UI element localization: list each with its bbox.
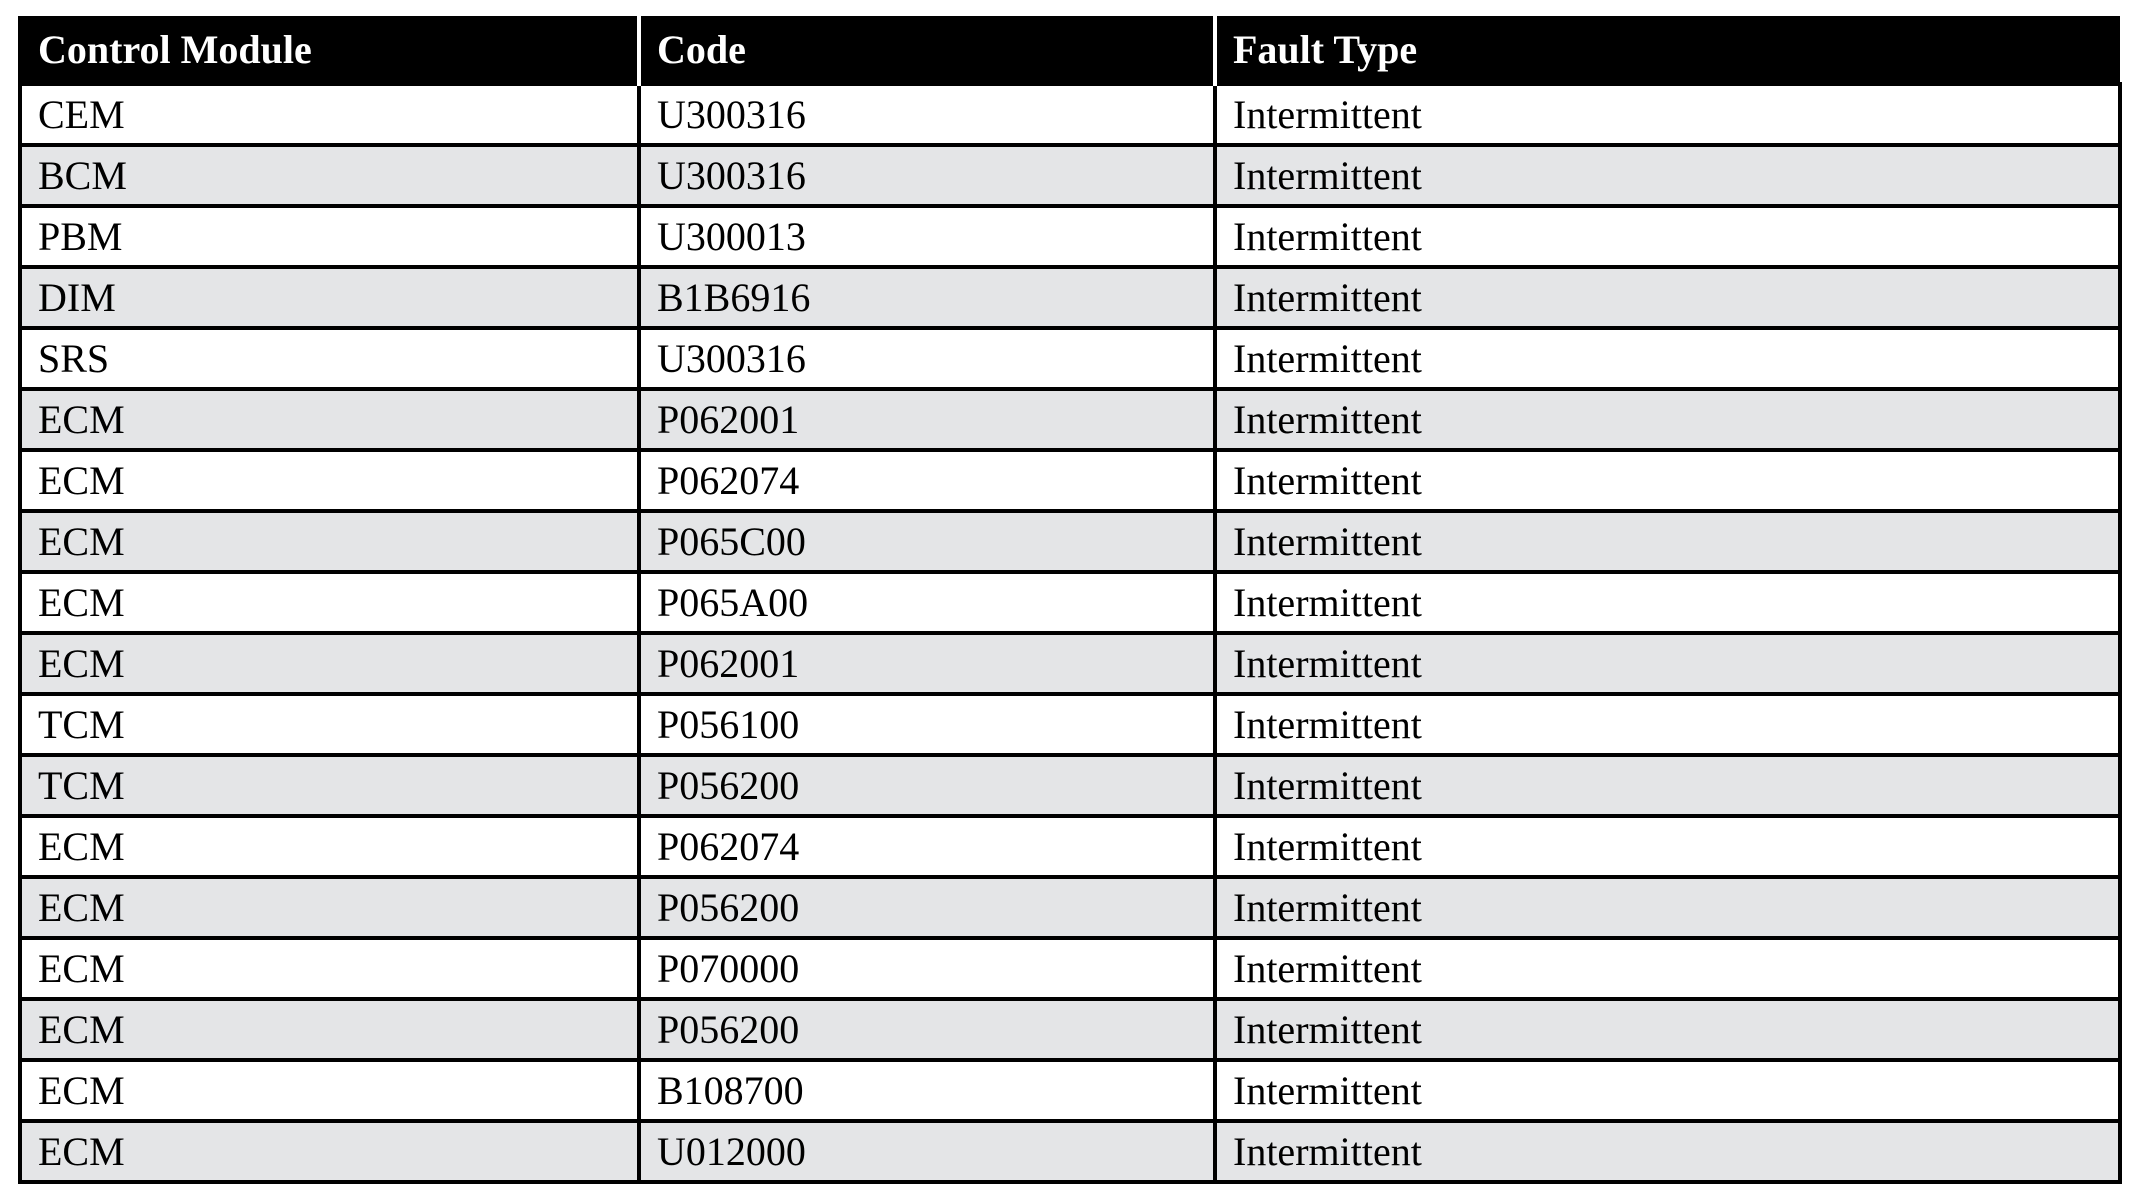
table-row: TCM P056200 Intermittent [18, 753, 2122, 818]
table-row: ECM P062074 Intermittent [18, 814, 2122, 879]
header-fault-type: Fault Type [1213, 16, 2120, 84]
cell-fault-type: Intermittent [1213, 1119, 2122, 1184]
cell-code: U300316 [637, 326, 1217, 391]
cell-code: P062074 [637, 448, 1217, 513]
cell-fault-type: Intermittent [1213, 326, 2122, 391]
cell-control-module: PBM [18, 204, 641, 269]
cell-fault-type: Intermittent [1213, 143, 2122, 208]
cell-fault-type: Intermittent [1213, 265, 2122, 330]
table-row: DIM B1B6916 Intermittent [18, 265, 2122, 330]
cell-fault-type: Intermittent [1213, 814, 2122, 879]
cell-code: P065A00 [637, 570, 1217, 635]
cell-control-module: SRS [18, 326, 641, 391]
cell-control-module: ECM [18, 448, 641, 513]
cell-fault-type: Intermittent [1213, 387, 2122, 452]
cell-fault-type: Intermittent [1213, 1058, 2122, 1123]
cell-code: B108700 [637, 1058, 1217, 1123]
cell-code: P056200 [637, 875, 1217, 940]
table-row: ECM P062074 Intermittent [18, 448, 2122, 513]
cell-code: P056100 [637, 692, 1217, 757]
cell-code: U012000 [637, 1119, 1217, 1184]
cell-code: U300316 [637, 82, 1217, 147]
cell-code: U300013 [637, 204, 1217, 269]
cell-control-module: ECM [18, 814, 641, 879]
cell-fault-type: Intermittent [1213, 448, 2122, 513]
cell-code: P056200 [637, 753, 1217, 818]
table-row: ECM U012000 Intermittent [18, 1119, 2122, 1184]
table-row: ECM P062001 Intermittent [18, 631, 2122, 696]
table-row: TCM P056100 Intermittent [18, 692, 2122, 757]
table-row: CEM U300316 Intermittent [18, 82, 2122, 147]
cell-code: B1B6916 [637, 265, 1217, 330]
table-row: ECM P065A00 Intermittent [18, 570, 2122, 635]
cell-fault-type: Intermittent [1213, 875, 2122, 940]
table-row: PBM U300013 Intermittent [18, 204, 2122, 269]
table-row: ECM B108700 Intermittent [18, 1058, 2122, 1123]
cell-control-module: CEM [18, 82, 641, 147]
cell-control-module: ECM [18, 1119, 641, 1184]
cell-code: P062074 [637, 814, 1217, 879]
cell-fault-type: Intermittent [1213, 753, 2122, 818]
table-row: ECM P065C00 Intermittent [18, 509, 2122, 574]
cell-code: P062001 [637, 631, 1217, 696]
cell-fault-type: Intermittent [1213, 570, 2122, 635]
cell-code: P062001 [637, 387, 1217, 452]
cell-control-module: ECM [18, 936, 641, 1001]
cell-code: P056200 [637, 997, 1217, 1062]
cell-control-module: TCM [18, 753, 641, 818]
cell-code: P065C00 [637, 509, 1217, 574]
header-row: Control Module Code Fault Type [18, 16, 2120, 84]
cell-fault-type: Intermittent [1213, 204, 2122, 269]
cell-control-module: BCM [18, 143, 641, 208]
table-row: BCM U300316 Intermittent [18, 143, 2122, 208]
cell-fault-type: Intermittent [1213, 997, 2122, 1062]
table-row: ECM P056200 Intermittent [18, 997, 2122, 1062]
cell-fault-type: Intermittent [1213, 936, 2122, 1001]
cell-fault-type: Intermittent [1213, 509, 2122, 574]
fault-code-table: Control Module Code Fault Type CEM U30031… [18, 16, 2122, 1184]
table-row: SRS U300316 Intermittent [18, 326, 2122, 391]
cell-control-module: ECM [18, 631, 641, 696]
cell-control-module: TCM [18, 692, 641, 757]
cell-control-module: ECM [18, 509, 641, 574]
cell-fault-type: Intermittent [1213, 82, 2122, 147]
cell-code: U300316 [637, 143, 1217, 208]
cell-control-module: ECM [18, 1058, 641, 1123]
cell-control-module: ECM [18, 875, 641, 940]
cell-control-module: ECM [18, 997, 641, 1062]
cell-control-module: ECM [18, 387, 641, 452]
table-row: ECM P062001 Intermittent [18, 387, 2122, 452]
cell-control-module: ECM [18, 570, 641, 635]
cell-fault-type: Intermittent [1213, 631, 2122, 696]
table-row: ECM P056200 Intermittent [18, 875, 2122, 940]
cell-control-module: DIM [18, 265, 641, 330]
header-control-module: Control Module [18, 16, 639, 84]
cell-code: P070000 [637, 936, 1217, 1001]
header-code: Code [637, 16, 1215, 84]
table-row: ECM P070000 Intermittent [18, 936, 2122, 1001]
cell-fault-type: Intermittent [1213, 692, 2122, 757]
